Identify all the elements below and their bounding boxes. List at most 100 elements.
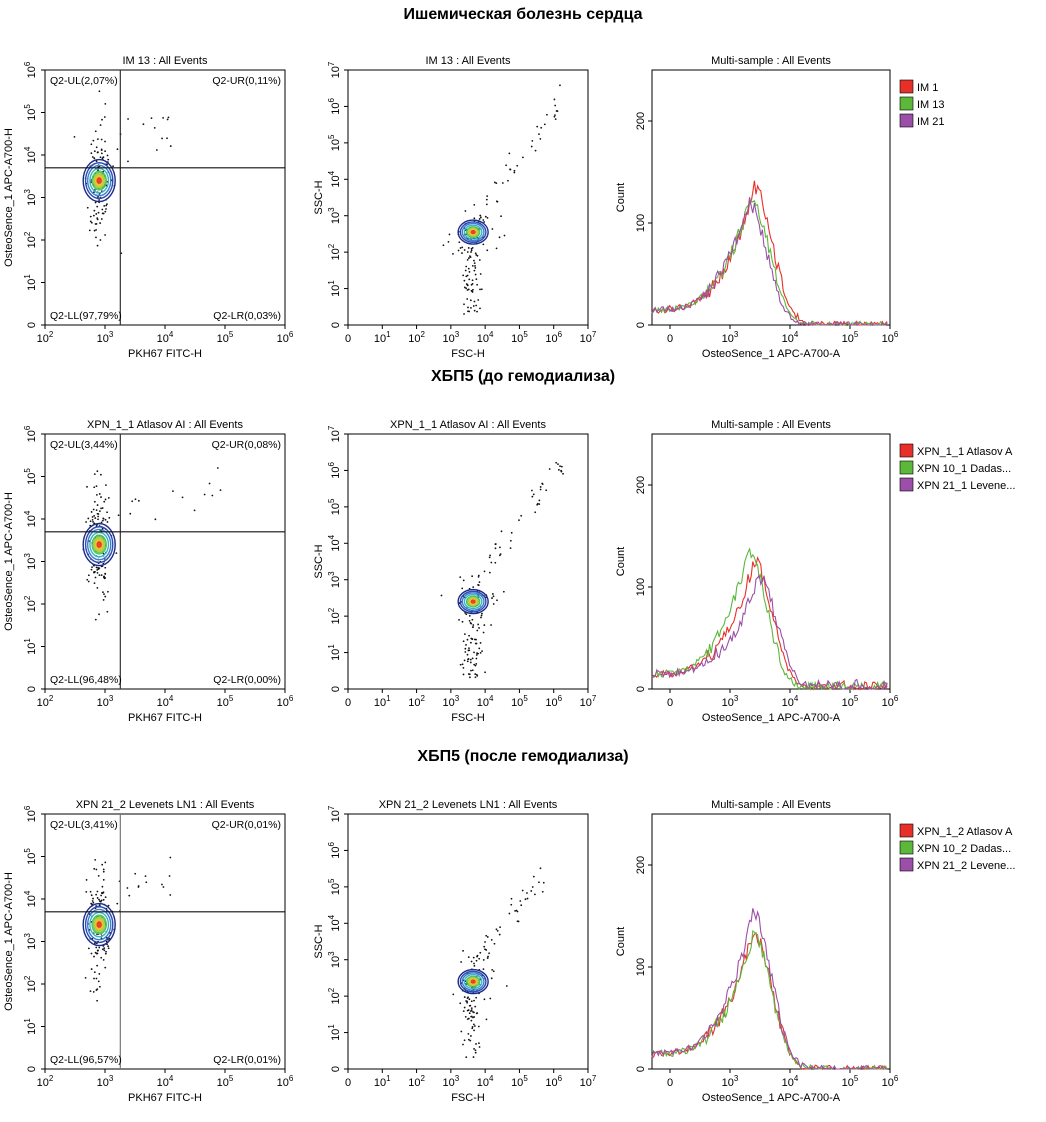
y-tick-label: 106 bbox=[327, 98, 342, 115]
event-dot bbox=[102, 156, 105, 159]
event-dot bbox=[470, 1015, 473, 1018]
contour-ring bbox=[459, 590, 487, 613]
event-dot bbox=[473, 300, 476, 303]
event-dot bbox=[134, 498, 137, 501]
y-tick-label: 103 bbox=[327, 951, 342, 968]
x-tick-label: 106 bbox=[277, 330, 294, 345]
event-dot bbox=[484, 215, 487, 218]
y-tick-label: 0 bbox=[635, 1066, 647, 1072]
dot-plot-panel-2: XPN_1_1 Atlasov AI : All Events 102 103 104… bbox=[0, 412, 300, 742]
y-tick-label: 106 bbox=[327, 462, 342, 479]
legend-swatch bbox=[899, 113, 914, 128]
histogram-series-2-line bbox=[651, 547, 888, 692]
y-tick-label: 0 bbox=[635, 686, 647, 692]
event-dot bbox=[491, 228, 494, 230]
event-dot bbox=[101, 208, 104, 211]
event-dot bbox=[553, 98, 556, 101]
scatter-plot-frame bbox=[347, 69, 589, 326]
event-dot bbox=[89, 890, 92, 893]
event-dot bbox=[478, 627, 480, 629]
event-dot bbox=[530, 145, 533, 148]
event-dot bbox=[470, 1000, 473, 1003]
y-axis-label: OsteoSence_1 APC-A700-H bbox=[3, 492, 15, 631]
event-dot bbox=[142, 123, 145, 126]
event-dot bbox=[471, 1025, 474, 1028]
quadrant-lr-label: Q2-LR(0,01%) bbox=[213, 1054, 281, 1066]
event-dot bbox=[93, 514, 96, 517]
event-dot bbox=[463, 633, 466, 636]
scatter-plot-events bbox=[452, 867, 545, 1059]
event-dot bbox=[501, 182, 504, 184]
y-tick-label: 103 bbox=[23, 553, 38, 570]
x-tick-label: 0 bbox=[667, 1077, 673, 1089]
event-dot bbox=[471, 657, 474, 660]
event-dot bbox=[494, 547, 497, 550]
event-dot bbox=[104, 966, 107, 969]
event-dot bbox=[203, 493, 206, 496]
event-dot bbox=[100, 473, 102, 476]
event-dot bbox=[473, 309, 476, 312]
event-dot bbox=[467, 673, 470, 675]
x-tick-label: 106 bbox=[277, 694, 294, 709]
event-dot bbox=[495, 247, 498, 250]
event-dot bbox=[560, 465, 563, 468]
event-dot bbox=[466, 653, 469, 656]
dot-plot-panel-2-svg: XPN_1_1 Atlasov AI : All Events 102 103 104… bbox=[3, 419, 294, 724]
event-dot bbox=[536, 125, 539, 128]
event-dot bbox=[104, 518, 107, 521]
scatter-plot-frame bbox=[347, 813, 589, 1070]
event-dot bbox=[104, 861, 107, 864]
event-dot bbox=[473, 204, 476, 206]
x-tick-label: 102 bbox=[37, 330, 54, 345]
event-dot bbox=[448, 233, 451, 236]
event-dot bbox=[474, 673, 477, 675]
event-dot bbox=[461, 252, 463, 254]
contour-ring bbox=[82, 902, 116, 947]
event-dot bbox=[102, 868, 105, 871]
quadrant-ur-label: Q2-UR(0,08%) bbox=[212, 439, 281, 451]
event-dot bbox=[467, 267, 470, 270]
event-dot bbox=[469, 299, 472, 302]
event-dot bbox=[486, 957, 489, 959]
y-tick-label: 101 bbox=[327, 1024, 342, 1041]
event-dot bbox=[459, 247, 462, 249]
contour-ring bbox=[84, 162, 114, 200]
event-dot bbox=[475, 1012, 478, 1015]
event-dot bbox=[478, 218, 481, 220]
x-tick-label: 0 bbox=[667, 333, 673, 345]
event-dot bbox=[93, 971, 96, 974]
event-dot bbox=[465, 644, 467, 646]
event-dot bbox=[463, 1006, 466, 1009]
event-dot bbox=[473, 259, 475, 262]
event-dot bbox=[472, 288, 474, 291]
scatter-plot-panel-2: XPN_1_1 Atlasov AI : All Events 0 101 102 10… bbox=[300, 412, 600, 742]
event-dot bbox=[486, 249, 489, 252]
event-dot bbox=[464, 647, 467, 650]
contour-ring bbox=[457, 588, 489, 615]
x-axis-label: OsteoSence_1 APC-A700-A bbox=[702, 712, 841, 724]
event-dot bbox=[496, 599, 498, 602]
event-dot bbox=[490, 561, 493, 564]
event-dot bbox=[472, 305, 475, 307]
event-dot bbox=[181, 496, 184, 499]
event-dot bbox=[100, 892, 103, 894]
event-dot bbox=[516, 164, 519, 167]
event-dot bbox=[96, 897, 99, 899]
event-dot bbox=[513, 169, 516, 172]
event-dot bbox=[127, 118, 129, 120]
contour-ring bbox=[96, 177, 102, 184]
event-dot bbox=[96, 571, 99, 574]
y-tick-label: 101 bbox=[327, 644, 342, 661]
event-dot bbox=[106, 521, 109, 523]
x-tick-label: 104 bbox=[782, 1074, 799, 1089]
event-dot bbox=[473, 962, 475, 965]
event-dot bbox=[99, 124, 102, 127]
event-dot bbox=[468, 278, 471, 281]
event-dot bbox=[104, 498, 107, 501]
event-dot bbox=[461, 587, 464, 590]
contour-ring bbox=[86, 908, 112, 941]
histogram-panel-3: Multi-sample : All Events 0 103 104 105 106 0 1… bbox=[600, 792, 1046, 1122]
event-dot bbox=[486, 936, 489, 938]
event-dot bbox=[90, 221, 93, 224]
event-dot bbox=[108, 937, 111, 940]
